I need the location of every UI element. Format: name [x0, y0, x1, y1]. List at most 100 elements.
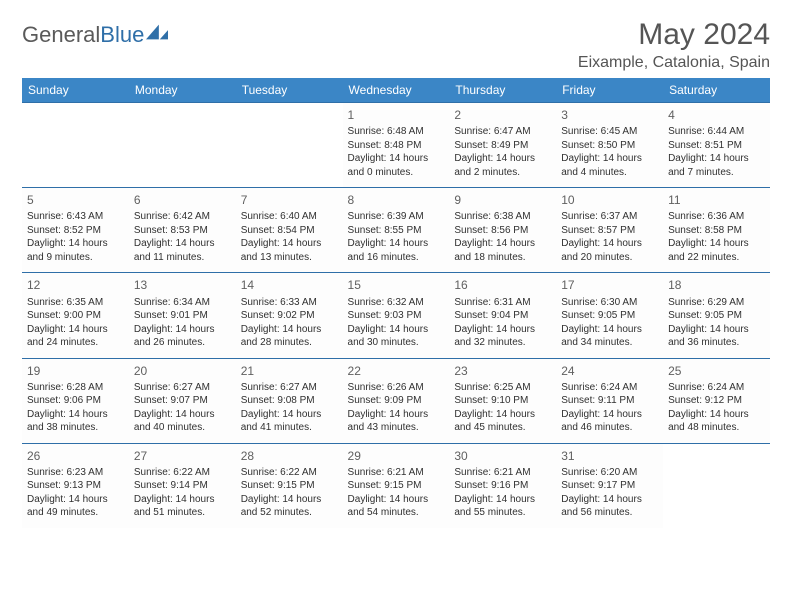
- calendar-cell: 26Sunrise: 6:23 AMSunset: 9:13 PMDayligh…: [22, 443, 129, 528]
- day-number: 25: [668, 363, 765, 379]
- sunset-line: Sunset: 8:51 PM: [668, 139, 765, 153]
- sunset-line: Sunset: 8:49 PM: [454, 139, 551, 153]
- calendar-cell: 23Sunrise: 6:25 AMSunset: 9:10 PMDayligh…: [449, 358, 556, 443]
- day-number: 15: [348, 277, 445, 293]
- sunset-line: Sunset: 8:48 PM: [348, 139, 445, 153]
- calendar-cell: 21Sunrise: 6:27 AMSunset: 9:08 PMDayligh…: [236, 358, 343, 443]
- day-number: 2: [454, 107, 551, 123]
- sunrise-line: Sunrise: 6:37 AM: [561, 210, 658, 224]
- logo-word1: General: [22, 22, 100, 47]
- calendar-cell: 28Sunrise: 6:22 AMSunset: 9:15 PMDayligh…: [236, 443, 343, 528]
- calendar-body: 1Sunrise: 6:48 AMSunset: 8:48 PMDaylight…: [22, 103, 770, 528]
- calendar-week: 19Sunrise: 6:28 AMSunset: 9:06 PMDayligh…: [22, 358, 770, 443]
- daylight-line: Daylight: 14 hours and 54 minutes.: [348, 493, 445, 520]
- daylight-line: Daylight: 14 hours and 36 minutes.: [668, 323, 765, 350]
- logo-text: GeneralBlue: [22, 22, 144, 48]
- daylight-line: Daylight: 14 hours and 26 minutes.: [134, 323, 231, 350]
- sunrise-line: Sunrise: 6:34 AM: [134, 296, 231, 310]
- sunrise-line: Sunrise: 6:24 AM: [668, 381, 765, 395]
- calendar-cell: 10Sunrise: 6:37 AMSunset: 8:57 PMDayligh…: [556, 188, 663, 273]
- calendar-cell: 8Sunrise: 6:39 AMSunset: 8:55 PMDaylight…: [343, 188, 450, 273]
- daylight-line: Daylight: 14 hours and 45 minutes.: [454, 408, 551, 435]
- calendar-cell: 27Sunrise: 6:22 AMSunset: 9:14 PMDayligh…: [129, 443, 236, 528]
- day-number: 21: [241, 363, 338, 379]
- calendar-cell: 22Sunrise: 6:26 AMSunset: 9:09 PMDayligh…: [343, 358, 450, 443]
- daylight-line: Daylight: 14 hours and 38 minutes.: [27, 408, 124, 435]
- calendar-cell: 31Sunrise: 6:20 AMSunset: 9:17 PMDayligh…: [556, 443, 663, 528]
- sunset-line: Sunset: 9:16 PM: [454, 479, 551, 493]
- calendar-cell: 5Sunrise: 6:43 AMSunset: 8:52 PMDaylight…: [22, 188, 129, 273]
- location: Eixample, Catalonia, Spain: [578, 54, 770, 72]
- daylight-line: Daylight: 14 hours and 24 minutes.: [27, 323, 124, 350]
- sail-icon: [146, 24, 168, 40]
- daylight-line: Daylight: 14 hours and 49 minutes.: [27, 493, 124, 520]
- daylight-line: Daylight: 14 hours and 52 minutes.: [241, 493, 338, 520]
- sunset-line: Sunset: 9:17 PM: [561, 479, 658, 493]
- sunset-line: Sunset: 9:13 PM: [27, 479, 124, 493]
- day-number: 29: [348, 448, 445, 464]
- daylight-line: Daylight: 14 hours and 9 minutes.: [27, 237, 124, 264]
- daylight-line: Daylight: 14 hours and 28 minutes.: [241, 323, 338, 350]
- calendar-table: SundayMondayTuesdayWednesdayThursdayFrid…: [22, 78, 770, 528]
- sunrise-line: Sunrise: 6:22 AM: [134, 466, 231, 480]
- calendar-cell: 9Sunrise: 6:38 AMSunset: 8:56 PMDaylight…: [449, 188, 556, 273]
- calendar-cell: 6Sunrise: 6:42 AMSunset: 8:53 PMDaylight…: [129, 188, 236, 273]
- sunset-line: Sunset: 9:01 PM: [134, 309, 231, 323]
- daylight-line: Daylight: 14 hours and 20 minutes.: [561, 237, 658, 264]
- sunset-line: Sunset: 8:52 PM: [27, 224, 124, 238]
- calendar-week: 12Sunrise: 6:35 AMSunset: 9:00 PMDayligh…: [22, 273, 770, 358]
- logo-word2: Blue: [100, 22, 144, 47]
- daylight-line: Daylight: 14 hours and 41 minutes.: [241, 408, 338, 435]
- day-number: 26: [27, 448, 124, 464]
- sunrise-line: Sunrise: 6:28 AM: [27, 381, 124, 395]
- day-number: 6: [134, 192, 231, 208]
- calendar-cell: 14Sunrise: 6:33 AMSunset: 9:02 PMDayligh…: [236, 273, 343, 358]
- calendar-cell: 3Sunrise: 6:45 AMSunset: 8:50 PMDaylight…: [556, 103, 663, 188]
- sunrise-line: Sunrise: 6:40 AM: [241, 210, 338, 224]
- sunrise-line: Sunrise: 6:36 AM: [668, 210, 765, 224]
- day-header: Monday: [129, 78, 236, 103]
- calendar-cell: 16Sunrise: 6:31 AMSunset: 9:04 PMDayligh…: [449, 273, 556, 358]
- daylight-line: Daylight: 14 hours and 32 minutes.: [454, 323, 551, 350]
- daylight-line: Daylight: 14 hours and 16 minutes.: [348, 237, 445, 264]
- day-header-row: SundayMondayTuesdayWednesdayThursdayFrid…: [22, 78, 770, 103]
- sunset-line: Sunset: 9:05 PM: [561, 309, 658, 323]
- sunset-line: Sunset: 9:03 PM: [348, 309, 445, 323]
- day-number: 14: [241, 277, 338, 293]
- day-number: 27: [134, 448, 231, 464]
- day-number: 22: [348, 363, 445, 379]
- sunrise-line: Sunrise: 6:48 AM: [348, 125, 445, 139]
- calendar-cell: 1Sunrise: 6:48 AMSunset: 8:48 PMDaylight…: [343, 103, 450, 188]
- daylight-line: Daylight: 14 hours and 13 minutes.: [241, 237, 338, 264]
- sunrise-line: Sunrise: 6:30 AM: [561, 296, 658, 310]
- calendar-cell: [663, 443, 770, 528]
- sunset-line: Sunset: 9:07 PM: [134, 394, 231, 408]
- header: GeneralBlue May 2024 Eixample, Catalonia…: [22, 18, 770, 72]
- calendar-cell: [236, 103, 343, 188]
- sunrise-line: Sunrise: 6:31 AM: [454, 296, 551, 310]
- day-header: Tuesday: [236, 78, 343, 103]
- month-title: May 2024: [578, 18, 770, 52]
- sunrise-line: Sunrise: 6:24 AM: [561, 381, 658, 395]
- sunset-line: Sunset: 9:00 PM: [27, 309, 124, 323]
- sunset-line: Sunset: 8:55 PM: [348, 224, 445, 238]
- calendar-cell: 30Sunrise: 6:21 AMSunset: 9:16 PMDayligh…: [449, 443, 556, 528]
- day-number: 23: [454, 363, 551, 379]
- sunrise-line: Sunrise: 6:35 AM: [27, 296, 124, 310]
- calendar-week: 5Sunrise: 6:43 AMSunset: 8:52 PMDaylight…: [22, 188, 770, 273]
- sunrise-line: Sunrise: 6:26 AM: [348, 381, 445, 395]
- daylight-line: Daylight: 14 hours and 4 minutes.: [561, 152, 658, 179]
- calendar-cell: 11Sunrise: 6:36 AMSunset: 8:58 PMDayligh…: [663, 188, 770, 273]
- daylight-line: Daylight: 14 hours and 11 minutes.: [134, 237, 231, 264]
- sunset-line: Sunset: 8:56 PM: [454, 224, 551, 238]
- sunset-line: Sunset: 8:57 PM: [561, 224, 658, 238]
- calendar-cell: 20Sunrise: 6:27 AMSunset: 9:07 PMDayligh…: [129, 358, 236, 443]
- sunset-line: Sunset: 8:58 PM: [668, 224, 765, 238]
- day-number: 18: [668, 277, 765, 293]
- sunrise-line: Sunrise: 6:27 AM: [134, 381, 231, 395]
- title-block: May 2024 Eixample, Catalonia, Spain: [578, 18, 770, 72]
- day-number: 8: [348, 192, 445, 208]
- day-number: 12: [27, 277, 124, 293]
- sunrise-line: Sunrise: 6:29 AM: [668, 296, 765, 310]
- calendar-cell: 2Sunrise: 6:47 AMSunset: 8:49 PMDaylight…: [449, 103, 556, 188]
